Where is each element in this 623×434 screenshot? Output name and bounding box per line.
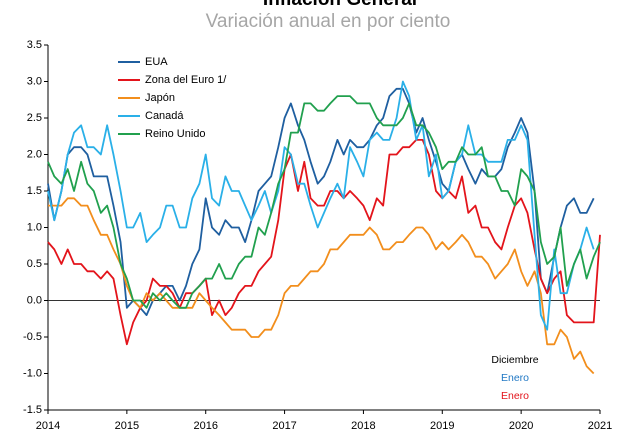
annotation: Enero (501, 372, 529, 384)
y-tick-label: 0.5 (27, 258, 42, 270)
x-tick-label: 2014 (36, 420, 60, 432)
x-tick-label: 2019 (430, 420, 454, 432)
series-line (48, 197, 595, 375)
annotation: Diciembre (491, 354, 538, 366)
y-tick-label: 3.0 (27, 75, 42, 87)
y-tick-label: 0.0 (27, 294, 42, 306)
annotation: Enero (501, 390, 529, 402)
y-tick-label: -1.0 (23, 367, 42, 379)
x-tick-label: 2021 (588, 420, 612, 432)
y-tick-label: -1.5 (23, 404, 42, 416)
series-line (47, 87, 595, 316)
series-line (47, 95, 601, 309)
x-tick-label: 2017 (272, 420, 296, 432)
y-tick-label: 2.0 (27, 148, 42, 160)
y-tick-label: 1.5 (27, 185, 42, 197)
legend-label: EUA (145, 56, 168, 68)
y-tick-label: 2.5 (27, 112, 42, 124)
chart-title: Inflación General (263, 0, 417, 10)
chart-subtitle: Variación anual en por ciento (206, 11, 451, 32)
x-tick-label: 2015 (115, 420, 139, 432)
y-tick-label: 3.5 (27, 39, 42, 51)
x-tick-label: 2018 (351, 420, 375, 432)
legend-label: Zona del Euro 1/ (145, 74, 227, 86)
legend-label: Reino Unido (145, 128, 206, 140)
legend-label: Canadá (145, 110, 184, 122)
series-line (47, 139, 601, 346)
y-tick-label: 1.0 (27, 221, 42, 233)
series-line (47, 80, 595, 331)
legend-label: Japón (145, 92, 175, 104)
x-tick-label: 2020 (509, 420, 533, 432)
x-tick-label: 2016 (193, 420, 217, 432)
y-tick-label: -0.5 (23, 331, 42, 343)
